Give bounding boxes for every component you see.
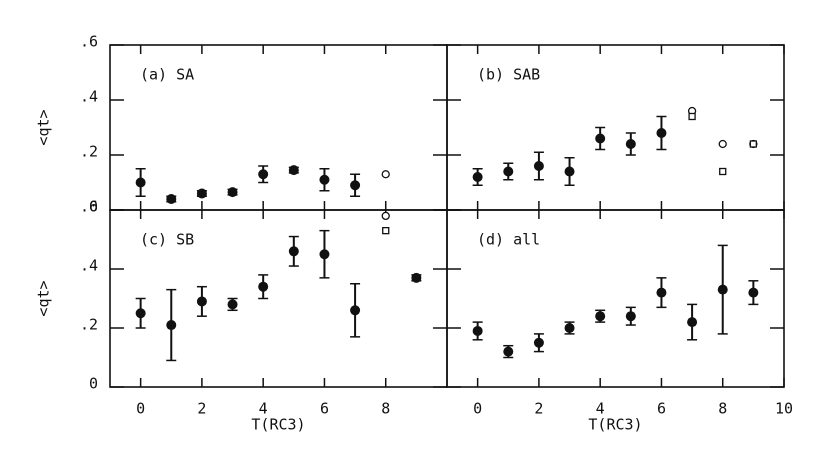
- point: [258, 281, 269, 292]
- panel-label: (d) all: [477, 231, 540, 249]
- point: [533, 161, 544, 171]
- point: [687, 317, 698, 328]
- y-tick-label: .6: [80, 198, 98, 216]
- y-tick-label: .2: [80, 143, 98, 161]
- point: [196, 296, 207, 307]
- point: [411, 272, 422, 283]
- y-axis-label: <qt>: [35, 109, 53, 145]
- y-tick-label: 0: [89, 375, 98, 393]
- x-tick-label: 8: [381, 400, 390, 418]
- point: [350, 180, 361, 191]
- point: [717, 284, 728, 295]
- point: [288, 165, 299, 176]
- x-tick-label: 2: [534, 400, 543, 418]
- point: [166, 194, 177, 204]
- point: [625, 311, 636, 322]
- point: [227, 299, 238, 310]
- point: [350, 305, 361, 316]
- point: [595, 311, 606, 322]
- point: [472, 172, 483, 182]
- point: [656, 287, 667, 298]
- point: [381, 211, 390, 221]
- panel-label: (a) SA: [140, 66, 194, 84]
- x-tick-label: 0: [473, 400, 482, 418]
- point: [503, 346, 514, 357]
- y-tick-label: 0: [89, 198, 98, 216]
- y-axis-label: <qt>: [35, 280, 53, 316]
- point: [564, 166, 575, 177]
- y-tick-label: .4: [80, 257, 98, 275]
- point: [258, 169, 269, 180]
- x-tick-label: 0: [136, 400, 145, 418]
- point: [748, 287, 759, 298]
- point: [196, 188, 207, 199]
- y-tick-label: .6: [80, 33, 98, 51]
- point: [564, 323, 575, 333]
- x-tick-label: 6: [320, 400, 329, 418]
- point: [718, 139, 727, 149]
- point: [288, 246, 299, 257]
- point: [719, 167, 727, 176]
- x-tick-label: 8: [718, 400, 727, 418]
- panel-frame: [446, 209, 785, 388]
- y-tick-label: .4: [80, 88, 98, 106]
- x-tick-label: 10: [775, 400, 793, 418]
- point: [135, 308, 146, 319]
- point: [656, 128, 667, 138]
- x-tick-label: 4: [259, 400, 268, 418]
- point: [166, 320, 177, 331]
- point: [688, 112, 696, 121]
- point: [135, 177, 146, 188]
- point: [625, 139, 636, 149]
- x-axis-label: T(RC3): [251, 416, 305, 434]
- point: [503, 166, 514, 177]
- x-tick-label: 4: [596, 400, 605, 418]
- point: [472, 325, 483, 336]
- point: [319, 249, 330, 260]
- point: [319, 174, 330, 185]
- x-tick-label: 6: [657, 400, 666, 418]
- point: [381, 170, 390, 179]
- point: [227, 187, 238, 198]
- panel-label: (c) SB: [140, 231, 194, 249]
- point: [533, 337, 544, 348]
- x-tick-label: 2: [197, 400, 206, 418]
- point: [595, 133, 606, 144]
- y-tick-label: .2: [80, 316, 98, 334]
- point: [749, 140, 758, 148]
- x-axis-label: T(RC3): [588, 416, 642, 434]
- point: [382, 226, 390, 235]
- panel-label: (b) SAB: [477, 66, 540, 84]
